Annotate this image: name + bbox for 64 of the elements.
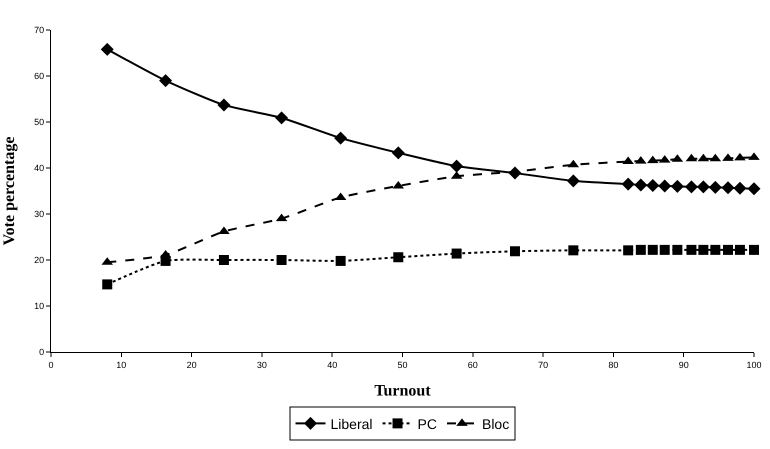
point <box>710 244 720 255</box>
point <box>100 42 114 56</box>
point <box>334 132 348 145</box>
point <box>684 180 698 194</box>
point <box>646 178 660 192</box>
x-tick-label: 40 <box>327 360 338 370</box>
point <box>733 182 746 195</box>
x-tick-label: 80 <box>608 360 618 370</box>
legend-label: Liberal <box>330 416 373 432</box>
point <box>734 244 745 255</box>
point <box>622 178 635 191</box>
point <box>686 244 696 255</box>
point <box>748 182 760 196</box>
y-tick-label: 40 <box>34 163 44 174</box>
point <box>276 255 287 265</box>
point <box>749 244 759 255</box>
y-tick-label: 30 <box>34 209 44 220</box>
point <box>510 246 520 256</box>
point <box>102 279 112 290</box>
x-tick-label: 60 <box>468 360 478 370</box>
point <box>452 248 462 259</box>
x-tick-label: 100 <box>746 360 762 370</box>
x-tick-label: 0 <box>48 360 54 370</box>
x-tick-label: 50 <box>397 360 408 370</box>
point <box>275 111 288 124</box>
x-tick-label: 70 <box>538 360 548 370</box>
point <box>660 244 670 255</box>
point <box>566 174 580 188</box>
point <box>708 180 722 194</box>
point <box>648 244 658 255</box>
point <box>160 256 171 266</box>
x-tick-label: 30 <box>256 360 267 370</box>
legend-label: PC <box>418 416 437 432</box>
point <box>393 252 404 262</box>
point <box>658 179 672 192</box>
point <box>450 160 464 173</box>
y-tick-label: 10 <box>34 301 44 312</box>
point <box>696 180 710 194</box>
y-axis-title: Vote percentage <box>1 136 18 246</box>
y-tick-label: 50 <box>34 117 44 128</box>
x-axis-title: Turnout <box>374 382 432 400</box>
y-tick-label: 70 <box>34 25 44 36</box>
point <box>636 244 646 255</box>
point <box>670 180 684 193</box>
y-tick-label: 20 <box>34 255 44 266</box>
x-tick-label: 20 <box>186 360 197 370</box>
legend-label: Bloc <box>482 416 510 432</box>
point <box>698 244 708 255</box>
y-tick-label: 60 <box>34 71 44 82</box>
point <box>508 166 522 180</box>
point <box>672 244 682 255</box>
point <box>721 181 734 194</box>
point <box>217 98 230 112</box>
x-tick-label: 10 <box>116 360 126 370</box>
point <box>634 178 648 192</box>
point <box>623 245 634 256</box>
x-tick-label: 90 <box>678 360 689 370</box>
point <box>392 146 405 160</box>
point <box>218 255 229 265</box>
point <box>159 74 172 88</box>
y-tick-label: 0 <box>39 347 44 358</box>
point <box>568 245 578 256</box>
point <box>336 256 346 266</box>
point <box>722 244 733 255</box>
